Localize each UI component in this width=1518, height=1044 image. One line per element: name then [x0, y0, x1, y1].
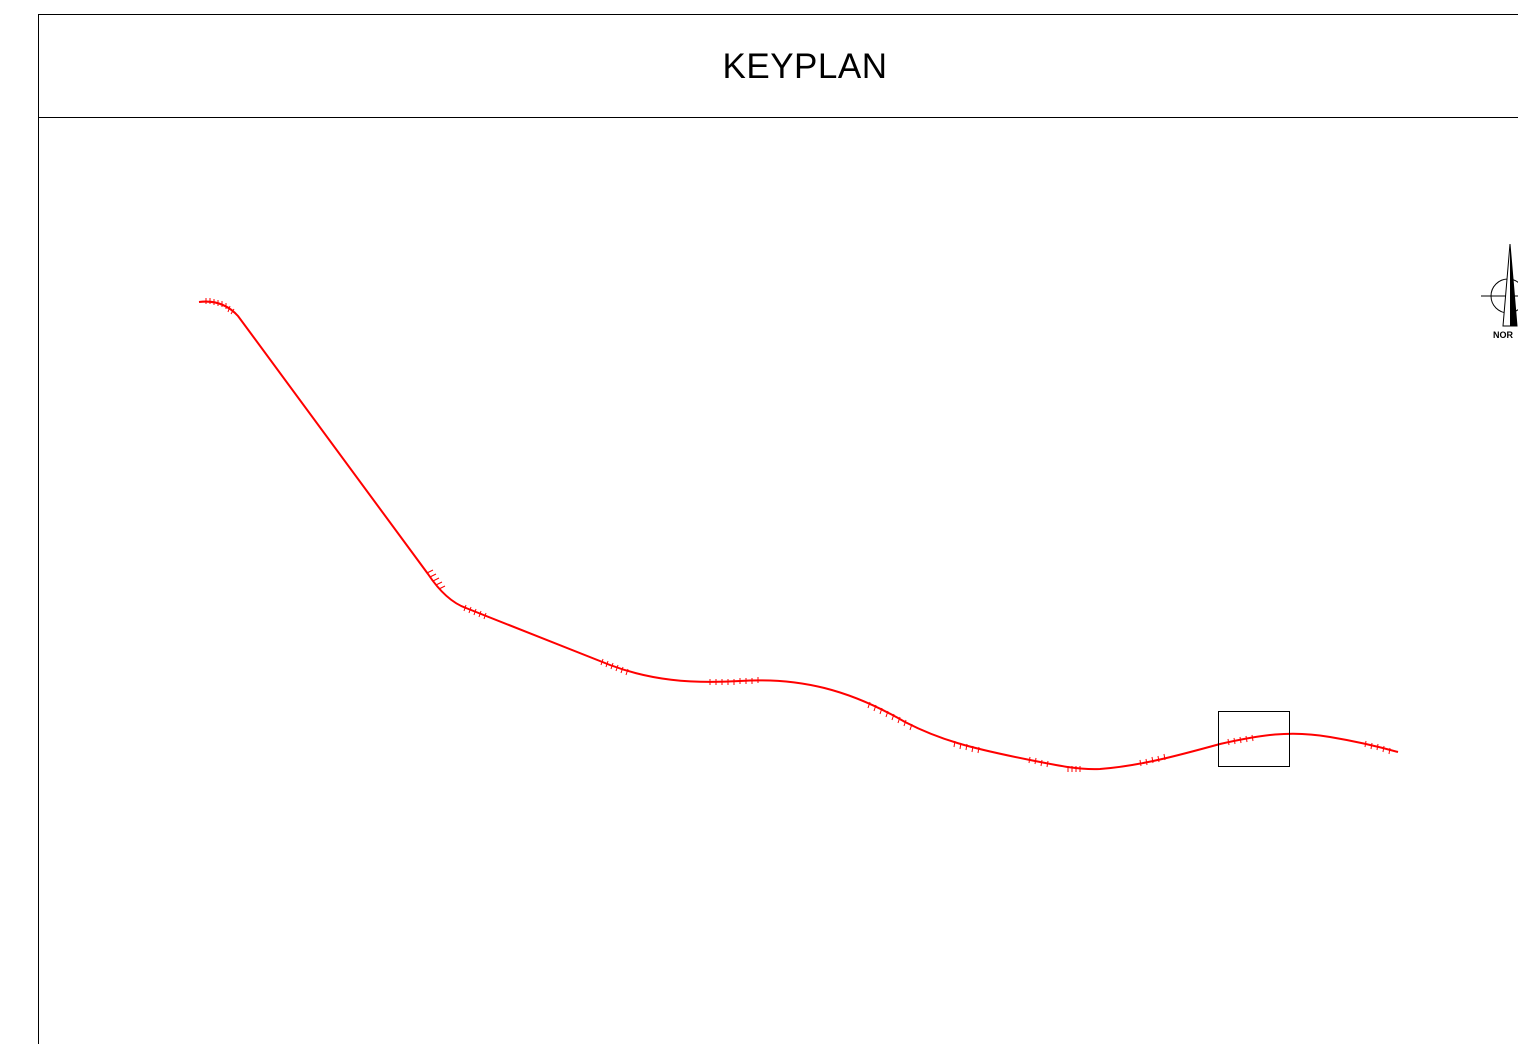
north-label: NOR: [1493, 330, 1514, 340]
current-sheet-box: [1218, 711, 1290, 767]
station-ticks: [205, 298, 1391, 772]
north-arrow-icon: NOR: [1481, 243, 1518, 340]
page-title: KEYPLAN: [722, 47, 888, 86]
alignment-line: [198, 300, 1399, 771]
title-block: KEYPLAN: [39, 15, 1518, 118]
alignment-route: [198, 298, 1399, 772]
keyplan-frame: KEYPLAN: [38, 14, 1518, 1044]
